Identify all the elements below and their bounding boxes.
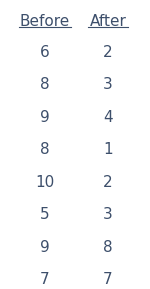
- Text: 7: 7: [40, 272, 50, 287]
- Text: After: After: [90, 14, 126, 29]
- Text: 3: 3: [103, 207, 113, 222]
- Text: 2: 2: [103, 45, 113, 60]
- Text: 7: 7: [103, 272, 113, 287]
- Text: 10: 10: [35, 175, 55, 190]
- Text: 9: 9: [40, 110, 50, 125]
- Text: 1: 1: [103, 142, 113, 157]
- Text: 8: 8: [40, 142, 50, 157]
- Text: 8: 8: [40, 77, 50, 92]
- Text: 2: 2: [103, 175, 113, 190]
- Text: 8: 8: [103, 240, 113, 255]
- Text: 3: 3: [103, 77, 113, 92]
- Text: 6: 6: [40, 45, 50, 60]
- Text: 4: 4: [103, 110, 113, 125]
- Text: 5: 5: [40, 207, 50, 222]
- Text: 9: 9: [40, 240, 50, 255]
- Text: Before: Before: [20, 14, 70, 29]
